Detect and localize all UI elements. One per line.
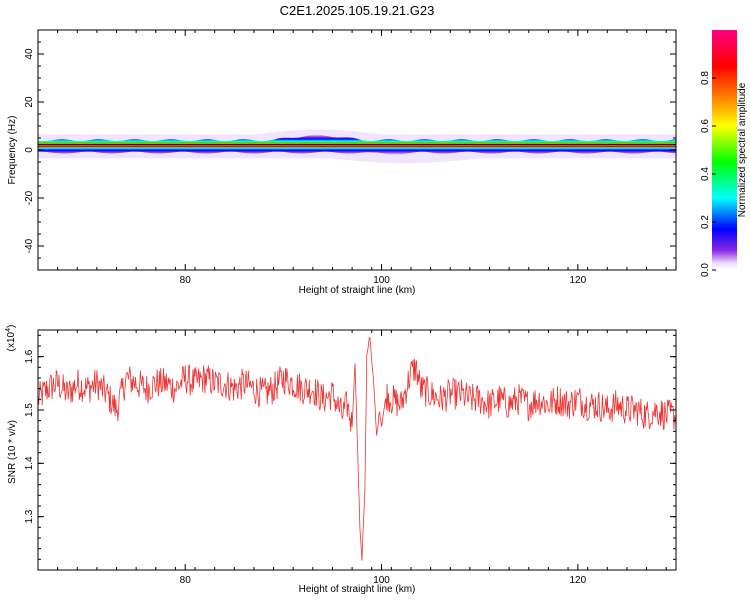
y-tick-label: 1.5 — [24, 403, 35, 417]
spectrogram-y-label: Frequency (Hz) — [7, 116, 18, 185]
chart-title: C2E1.2025.105.19.21.G23 — [280, 3, 435, 18]
colorbar-tick-label: 0.2 — [700, 215, 711, 229]
snr-ticks: 80 100 120 1.3 1.4 1.5 1.6 — [24, 330, 676, 586]
y-tick-label: -20 — [24, 190, 35, 205]
y-tick-label: 1.4 — [24, 456, 35, 470]
spectrogram-x-label: Height of straight line (km) — [299, 285, 416, 296]
snr-plot-area — [38, 330, 676, 570]
y-tick-label: 40 — [24, 48, 35, 60]
y-tick-label: 0 — [24, 147, 35, 153]
colorbar-label: Normalized spectral amplitude — [737, 82, 748, 217]
spectrogram-panel: 80 100 120 -40 -20 0 20 40 Height of straight l… — [7, 29, 677, 296]
y-tick-label: 20 — [24, 96, 35, 108]
snr-series-line — [38, 336, 676, 561]
x-tick-label: 120 — [570, 575, 587, 586]
x-tick-label: 80 — [180, 275, 192, 286]
y-tick-label: -40 — [24, 238, 35, 253]
snr-y-multiplier: (x104) — [5, 325, 17, 352]
colorbar: 0.0 0.2 0.4 0.6 0.8 Normalized spectral ampl… — [700, 30, 748, 277]
spectrogram-band — [38, 129, 676, 164]
y-tick-label: 1.6 — [24, 349, 35, 363]
x-tick-label: 100 — [373, 575, 390, 586]
snr-x-label: Height of straight line (km) — [299, 584, 416, 595]
spectrogram-ticks: 80 100 120 -40 -20 0 20 40 — [24, 29, 676, 286]
snr-frame — [37, 329, 677, 571]
colorbar-tick-label: 0.4 — [700, 167, 711, 181]
snr-y-label: SNR (10 * v/v) — [7, 420, 18, 484]
x-tick-label: 120 — [570, 275, 587, 286]
snr-panel: 80 100 120 1.3 1.4 1.5 1.6 Height of straight … — [5, 325, 677, 595]
y-tick-label: 1.3 — [24, 509, 35, 523]
colorbar-tick-label: 0.8 — [700, 71, 711, 85]
colorbar-tick-label: 0.0 — [700, 263, 711, 277]
x-tick-label: 100 — [373, 275, 390, 286]
colorbar-tick-label: 0.6 — [700, 119, 711, 133]
x-tick-label: 80 — [180, 575, 192, 586]
colorbar-scale — [712, 30, 737, 270]
colorbar-ticks: 0.0 0.2 0.4 0.6 0.8 — [700, 71, 716, 277]
